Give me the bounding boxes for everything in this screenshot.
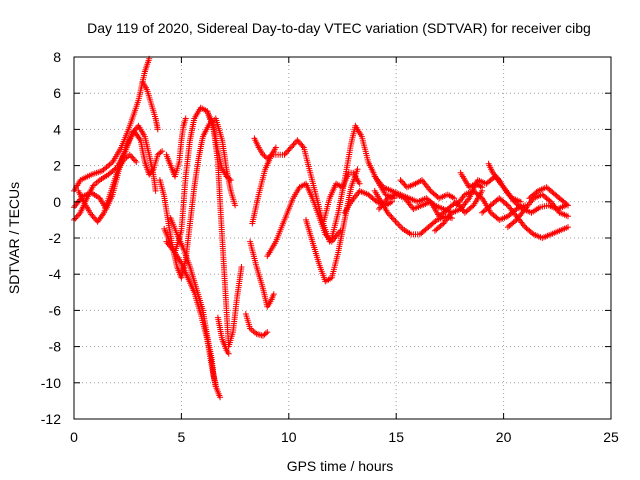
data-point-markers (453, 187, 529, 223)
series-arc-20 (328, 122, 398, 241)
y-tick-labels: -12 -10 -8 -6 -4 -2 0 2 4 6 8 (41, 49, 61, 427)
x-tick-label: 10 (281, 429, 297, 445)
series-arc-18 (303, 166, 361, 285)
data-point-markers (303, 166, 361, 285)
data-point-markers (371, 173, 455, 216)
series-arc-14 (247, 238, 277, 310)
data-point-markers (204, 108, 245, 350)
series-arc-6 (156, 115, 239, 281)
series-arc-12 (214, 314, 232, 357)
x-axis-label: GPS time / hours (287, 458, 394, 474)
y-axis-label: SDTVAR / TECUs (6, 182, 22, 294)
y-tick-label: 6 (53, 85, 61, 101)
data-point-markers (163, 104, 234, 256)
series-arc-24 (371, 173, 455, 216)
data-point-markers (247, 238, 277, 310)
series-arc-17 (264, 180, 344, 260)
data-point-markers (328, 122, 398, 241)
y-tick-label: -6 (49, 302, 62, 318)
y-tick-label: -10 (41, 375, 61, 391)
series-arc-28 (457, 169, 486, 191)
data-point-markers (457, 169, 486, 191)
series-arc-13 (242, 311, 271, 339)
data-point-markers (504, 191, 571, 231)
series-arc-22 (371, 187, 455, 238)
y-tick-label: -12 (41, 411, 61, 427)
data-point-markers (479, 195, 571, 241)
series-arc-7 (163, 104, 234, 256)
data-point-markers (156, 115, 239, 281)
x-tick-label: 20 (496, 429, 512, 445)
y-tick-label: -8 (49, 339, 62, 355)
series-arc-4 (75, 151, 140, 225)
series-arc-16 (251, 135, 279, 162)
y-tick-label: 2 (53, 158, 61, 174)
x-tick-label: 5 (178, 429, 186, 445)
data-point-markers (214, 314, 232, 357)
data-point-markers (397, 177, 458, 202)
x-tick-label: 0 (70, 429, 78, 445)
y-tick-label: -2 (49, 230, 62, 246)
axis-ticks (73, 56, 612, 420)
chart-title: Day 119 of 2020, Sidereal Day-to-day VTE… (87, 20, 591, 36)
y-tick-label: 4 (53, 121, 61, 137)
y-tick-label: -4 (49, 266, 62, 282)
series-arc-31 (504, 191, 571, 231)
data-point-markers (371, 187, 455, 238)
data-point-markers (139, 79, 161, 133)
series-arc-8 (163, 115, 189, 180)
data-point-markers (242, 311, 271, 339)
data-point-markers (167, 215, 219, 390)
x-tick-label: 15 (388, 429, 404, 445)
data-point-markers (526, 184, 571, 209)
data-points (71, 55, 571, 401)
series-arc-5 (139, 79, 161, 133)
data-point-markers (163, 115, 189, 180)
series-arc-25 (397, 177, 458, 202)
series-arc-11 (204, 108, 245, 350)
x-tick-label: 25 (603, 429, 619, 445)
data-point-markers (264, 180, 344, 260)
series-arc-10 (167, 215, 219, 390)
series-arc-32 (526, 184, 571, 209)
y-tick-label: 0 (53, 194, 61, 210)
series-arc-27 (453, 187, 529, 223)
data-point-markers (251, 135, 279, 162)
x-tick-labels: 0 5 10 15 20 25 (70, 429, 619, 445)
data-point-markers (75, 151, 140, 225)
y-tick-label: 8 (53, 49, 61, 65)
series-arc-30 (479, 195, 571, 241)
